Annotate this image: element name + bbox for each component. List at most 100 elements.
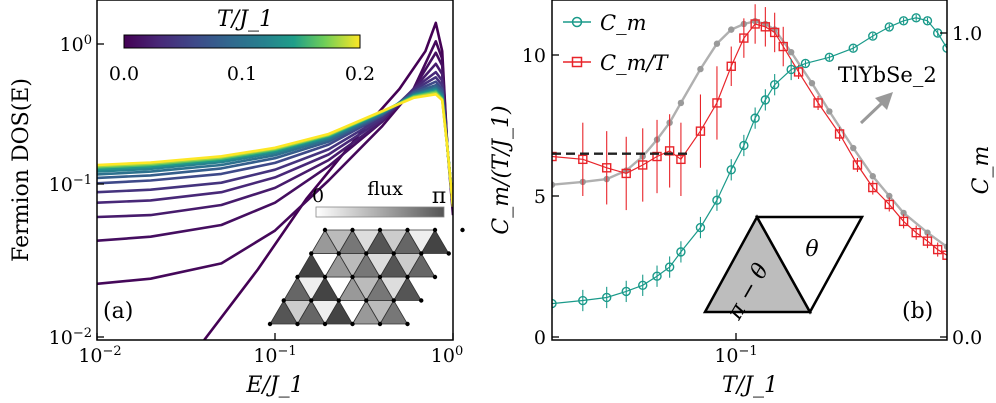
cmt-point-4 xyxy=(638,160,648,170)
lattice-node-2-0 xyxy=(295,274,300,280)
cm-point-19 xyxy=(868,31,878,41)
lattice-node-4-5 xyxy=(460,227,465,233)
a-ytick-1-exp: −1 xyxy=(73,173,92,188)
b-xtick-0-exp: −1 xyxy=(739,344,758,359)
cmt-point-23 xyxy=(911,227,921,238)
tlybse2-arrow-shaft xyxy=(859,101,884,125)
lattice-node-3-0 xyxy=(309,251,314,256)
legend-cmt-label: C_m/T xyxy=(600,51,670,75)
lattice-node-3-3 xyxy=(391,251,396,256)
b-ytick-left-2: 10 xyxy=(522,45,546,67)
tlybse2-point-15 xyxy=(787,48,795,56)
cm-point-2 xyxy=(601,292,612,303)
cm-point-7 xyxy=(676,247,686,257)
lattice-node-2-3 xyxy=(377,274,383,280)
panel-b: π − θ θ TlYbSe_2 C_m C_m/T xyxy=(489,0,994,398)
tlybse2-point-20 xyxy=(886,192,893,200)
colorbar-label: T/J_1 xyxy=(217,7,273,32)
cmt-point-24 xyxy=(922,236,933,246)
cm-point-14 xyxy=(769,79,780,90)
lattice-node-2-4 xyxy=(405,274,410,280)
cm-point-8 xyxy=(695,222,706,233)
lattice-node-1-2 xyxy=(336,298,341,303)
lattice-node-0-1 xyxy=(295,321,300,327)
lattice-node-4-3 xyxy=(405,227,410,233)
cmt-point-17 xyxy=(813,98,823,108)
lattice-node-4-2 xyxy=(377,227,383,233)
cm-point-25 xyxy=(942,43,947,53)
b-ylabel-left: C_m/(T/J_1) xyxy=(489,105,514,234)
tlybse2-point-8 xyxy=(697,65,704,73)
cmt-point-1 xyxy=(578,154,588,165)
tlybse2-line xyxy=(552,19,947,248)
legend-cm-label: C_m xyxy=(600,11,646,35)
lattice-node-0-3 xyxy=(350,321,355,327)
a-ytick-1: 10−1 xyxy=(49,173,92,197)
cm-point-12 xyxy=(750,113,760,123)
inset-label-theta: θ xyxy=(805,237,818,262)
cmt-point-18 xyxy=(834,129,845,139)
colorbar-tick-1: 0.1 xyxy=(227,63,257,85)
panel-b-data xyxy=(552,4,947,315)
tlybse2-point-19 xyxy=(869,173,876,180)
panel-a: T/J_1 0.0 0.1 0.2 flux 0 π (a) xyxy=(9,0,465,398)
lattice-node-1-1 xyxy=(309,298,314,303)
cm-point-18 xyxy=(848,43,858,53)
flux-label: flux xyxy=(367,178,403,200)
cm-point-5 xyxy=(652,271,662,281)
tlybse2-point-17 xyxy=(826,108,833,115)
lattice-node-1-3 xyxy=(364,298,369,303)
tlybse2-point-21 xyxy=(900,209,907,217)
flux-lattice xyxy=(267,227,465,327)
lattice-triangle-8 xyxy=(379,299,409,325)
tlybse2-point-7 xyxy=(677,99,685,107)
flux-colorbar xyxy=(315,206,445,218)
a-xtick-1: 10−1 xyxy=(253,344,296,368)
lattice-node-1-4 xyxy=(391,298,396,303)
cmt-point-8 xyxy=(695,126,706,136)
panel-b-ticks xyxy=(552,32,947,340)
flux-tick-pi: π xyxy=(432,184,446,209)
legend-entry-cmt: C_m/T xyxy=(563,51,670,75)
cmt-point-25 xyxy=(932,244,943,255)
tlybse2-annotation: TlYbSe_2 xyxy=(838,63,937,125)
cm-point-9 xyxy=(712,195,722,205)
tlybse2-point-10 xyxy=(728,26,735,33)
b-ytick-right-0: 0.0 xyxy=(952,327,982,349)
cm-point-13 xyxy=(760,95,771,105)
b-ylabel-right: C_m xyxy=(969,146,994,195)
b-ytick-left-0: 0 xyxy=(534,327,546,349)
cmt-point-9 xyxy=(712,98,722,108)
legend-cmt-marker xyxy=(571,56,583,68)
dos-curve-13 xyxy=(97,93,453,207)
flux-inset: flux 0 π xyxy=(267,178,465,327)
lattice-node-1-0 xyxy=(281,298,286,303)
cm-point-22 xyxy=(911,13,921,23)
a-ytick-0-exp: −2 xyxy=(73,326,92,341)
colorbar-tick-2: 0.2 xyxy=(345,63,375,85)
cmt-point-21 xyxy=(884,199,894,210)
colorbar: T/J_1 0.0 0.1 0.2 xyxy=(109,7,375,85)
legend-cm-marker xyxy=(571,16,583,28)
a-ytick-2: 100 xyxy=(60,33,92,57)
lattice-node-0-2 xyxy=(322,321,328,327)
dos-curves xyxy=(97,21,453,340)
cm-point-15 xyxy=(786,64,796,75)
cm-point-10 xyxy=(726,165,736,175)
cmt-point-20 xyxy=(868,182,878,193)
legend: C_m C_m/T xyxy=(563,11,670,75)
cmt-point-14 xyxy=(769,27,780,38)
lattice-node-2-2 xyxy=(350,274,355,280)
a-xtick-1-exp: −1 xyxy=(278,344,297,359)
cm-point-1 xyxy=(578,295,588,306)
panel-a-label: (a) xyxy=(103,299,133,324)
lattice-node-2-5 xyxy=(432,274,438,280)
cm-point-23 xyxy=(922,16,933,26)
cmt-point-7 xyxy=(676,154,686,165)
cm-point-20 xyxy=(884,22,894,32)
lattice-triangle-26 xyxy=(406,252,436,278)
b-ytick-right-1: 1.0 xyxy=(952,23,982,45)
cm-point-16 xyxy=(800,58,811,69)
